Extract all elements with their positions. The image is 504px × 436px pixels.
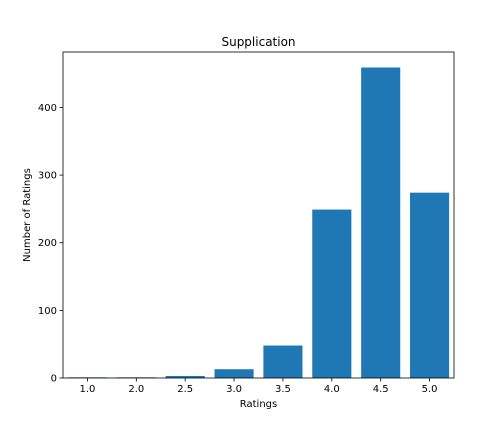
x-tick-label: 2.5 [177, 384, 193, 395]
x-tick-label: 1.0 [79, 384, 95, 395]
y-tick-label: 100 [38, 306, 57, 317]
bar-3.0 [214, 369, 254, 378]
y-axis-ticks: 0 100 200 300 400 [38, 103, 63, 385]
x-tick-label: 4.0 [324, 384, 340, 395]
y-tick-label: 300 [38, 171, 57, 182]
y-tick-label: 200 [38, 238, 57, 249]
bar-3.5 [263, 345, 303, 378]
x-tick-label: 3.0 [226, 384, 242, 395]
bar-5.0 [410, 192, 450, 378]
x-tick-label: 2.0 [128, 384, 144, 395]
x-axis-ticks: 1.0 2.0 2.5 3.0 3.5 4.0 4.5 5.0 [79, 378, 438, 395]
y-tick-label: 400 [38, 103, 57, 114]
x-tick-label: 3.5 [275, 384, 291, 395]
y-axis-label: Number of Ratings [22, 168, 33, 262]
x-axis-label: Ratings [240, 399, 277, 410]
y-tick-label: 0 [51, 374, 57, 385]
plot-area-frame [62, 51, 455, 379]
bar-2.5 [165, 375, 205, 378]
chart-title: Supplication [221, 35, 295, 49]
x-tick-label: 5.0 [422, 384, 438, 395]
bars-group [67, 67, 450, 379]
bar-4.5 [361, 67, 401, 379]
x-tick-label: 4.5 [373, 384, 389, 395]
bar-4.0 [312, 209, 352, 378]
